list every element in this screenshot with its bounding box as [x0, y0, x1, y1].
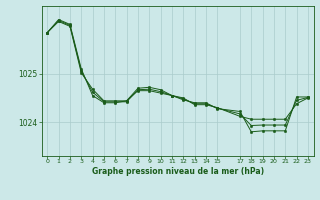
X-axis label: Graphe pression niveau de la mer (hPa): Graphe pression niveau de la mer (hPa) [92, 167, 264, 176]
